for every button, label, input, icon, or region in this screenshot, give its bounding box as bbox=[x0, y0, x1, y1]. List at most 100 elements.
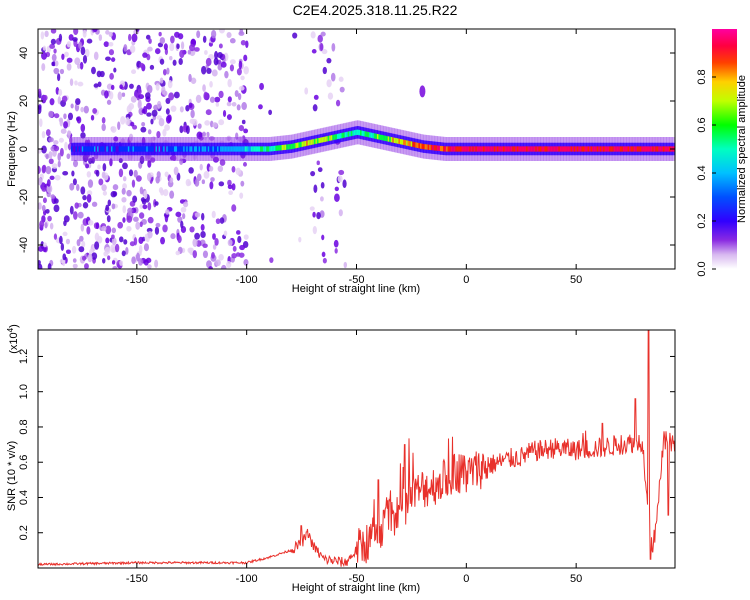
spectrogram-noise-cell bbox=[338, 209, 343, 217]
ridge-core bbox=[189, 146, 192, 152]
spectrogram-noise-cell bbox=[126, 215, 133, 223]
spectrogram-noise-cell bbox=[41, 63, 46, 72]
spectrogram-noise-cell bbox=[149, 64, 155, 70]
ridge-core bbox=[121, 146, 125, 152]
spectrogram-noise-cell bbox=[104, 246, 111, 255]
ridge-core bbox=[118, 146, 122, 152]
spectrogram-noise-cell bbox=[217, 52, 223, 59]
spectrogram-noise-cell bbox=[102, 257, 106, 264]
spectrogram-noise-cell bbox=[343, 261, 348, 269]
spectrogram-noise-cell bbox=[167, 80, 173, 89]
ridge-core bbox=[466, 146, 469, 152]
spectrogram-noise-cell bbox=[189, 226, 195, 233]
ridge-core bbox=[602, 146, 606, 152]
ridge-core bbox=[413, 142, 417, 148]
ridge-core bbox=[112, 146, 116, 152]
spectrogram-noise-cell bbox=[80, 106, 85, 113]
spectrogram-noise-cell bbox=[93, 51, 99, 61]
ridge-core bbox=[441, 146, 445, 152]
spectrogram-noise-cell bbox=[59, 147, 64, 157]
ridge-core bbox=[270, 146, 274, 152]
snr-axes: -150 -100 -50 0 50 0.2 0.4 0.6 0.8 1.0 1.2 bbox=[18, 330, 675, 585]
ridge-core bbox=[195, 146, 199, 152]
ridge-core bbox=[252, 146, 255, 152]
ridge-core bbox=[544, 146, 548, 152]
ridge-core bbox=[526, 146, 529, 152]
spectrogram-noise-cell bbox=[65, 238, 71, 245]
ridge-core bbox=[550, 146, 554, 152]
spectrogram-noise-cell bbox=[76, 183, 80, 192]
ridge-core bbox=[332, 134, 335, 141]
ridge-core bbox=[300, 141, 303, 148]
ridge-core bbox=[652, 146, 655, 152]
ridge-core bbox=[658, 146, 661, 152]
ridge-core bbox=[593, 146, 597, 152]
spectrogram-noise-cell bbox=[154, 259, 159, 268]
ridge-core bbox=[529, 146, 532, 152]
spectrogram-noise-cell bbox=[215, 259, 221, 267]
spectrogram-noise-cell bbox=[215, 102, 219, 107]
spectrogram-noise-cell bbox=[123, 239, 128, 245]
ridge-core bbox=[149, 146, 152, 152]
spectrogram-noise-cell bbox=[101, 171, 106, 179]
ridge-core bbox=[147, 146, 151, 152]
ridge-core bbox=[373, 133, 377, 139]
spectrogram-noise-cell bbox=[202, 35, 207, 43]
ridge-core bbox=[615, 146, 618, 152]
ridge-core bbox=[180, 146, 183, 152]
spectrogram-noise-cell bbox=[71, 245, 77, 254]
spectrogram-noise-cell bbox=[111, 260, 116, 265]
spectrogram-noise-cell bbox=[199, 163, 203, 171]
spectrogram-noise-cell bbox=[160, 236, 166, 245]
spectrogram-noise-cell bbox=[91, 156, 95, 164]
spectrogram-noise-cell bbox=[135, 175, 142, 182]
spectrogram-noise-cell bbox=[65, 249, 71, 255]
ridge-core bbox=[659, 146, 663, 152]
ridge-core bbox=[321, 137, 325, 143]
ridge-core bbox=[656, 146, 660, 152]
ridge-core bbox=[209, 146, 212, 152]
ridge-core bbox=[642, 146, 646, 152]
ridge-core bbox=[478, 146, 482, 152]
spectrogram-noise-cell bbox=[172, 155, 177, 162]
spectrogram-noise-cell bbox=[105, 237, 110, 244]
x-tick-label: 50 bbox=[570, 274, 582, 286]
spectrogram-noise-cell bbox=[214, 237, 219, 246]
spectrogram-noise-cell bbox=[211, 69, 218, 77]
ridge-core bbox=[98, 146, 102, 152]
spectrogram-noise-cell bbox=[69, 183, 75, 191]
spectrogram-noise-cell bbox=[166, 67, 170, 75]
ridge-core bbox=[633, 146, 637, 152]
spectrogram-noise-cell bbox=[94, 232, 100, 242]
ridge-core bbox=[350, 130, 354, 137]
spectrogram-noise-cell bbox=[54, 113, 60, 119]
ridge-core bbox=[426, 144, 429, 150]
ridge-core bbox=[153, 146, 157, 152]
ridge-core bbox=[604, 146, 608, 152]
spectrogram-noise-cell bbox=[82, 194, 87, 201]
spectrogram-noise-cell bbox=[162, 224, 168, 233]
spectrogram-noise-cell bbox=[192, 154, 197, 160]
spectrogram-noise-cell bbox=[51, 53, 57, 62]
spectrogram-noise-cell bbox=[66, 153, 71, 160]
ridge-core bbox=[187, 146, 191, 152]
spectrogram-noise-cell bbox=[131, 69, 137, 75]
ridge-core bbox=[552, 146, 555, 152]
spectrogram-noise-cell bbox=[188, 102, 193, 109]
ridge-core bbox=[409, 141, 412, 147]
spectrogram-noise-cell bbox=[160, 189, 164, 196]
y-tick-label: 0.4 bbox=[18, 490, 30, 505]
ridge-core bbox=[238, 146, 242, 152]
ridge-core bbox=[512, 146, 515, 152]
ridge-core bbox=[163, 146, 166, 152]
ridge-core bbox=[475, 146, 478, 152]
spectrogram-noise-cell bbox=[49, 222, 54, 230]
spectrogram-noise-cell bbox=[190, 109, 195, 119]
ridge-core bbox=[341, 132, 345, 139]
spectrogram-ylabel: Frequency (Hz) bbox=[6, 111, 18, 187]
x-tick-label: -100 bbox=[236, 274, 258, 286]
spectrogram-noise-cell bbox=[208, 136, 215, 141]
ridge-core bbox=[433, 145, 437, 151]
spectrogram-noise-cell bbox=[106, 99, 112, 105]
